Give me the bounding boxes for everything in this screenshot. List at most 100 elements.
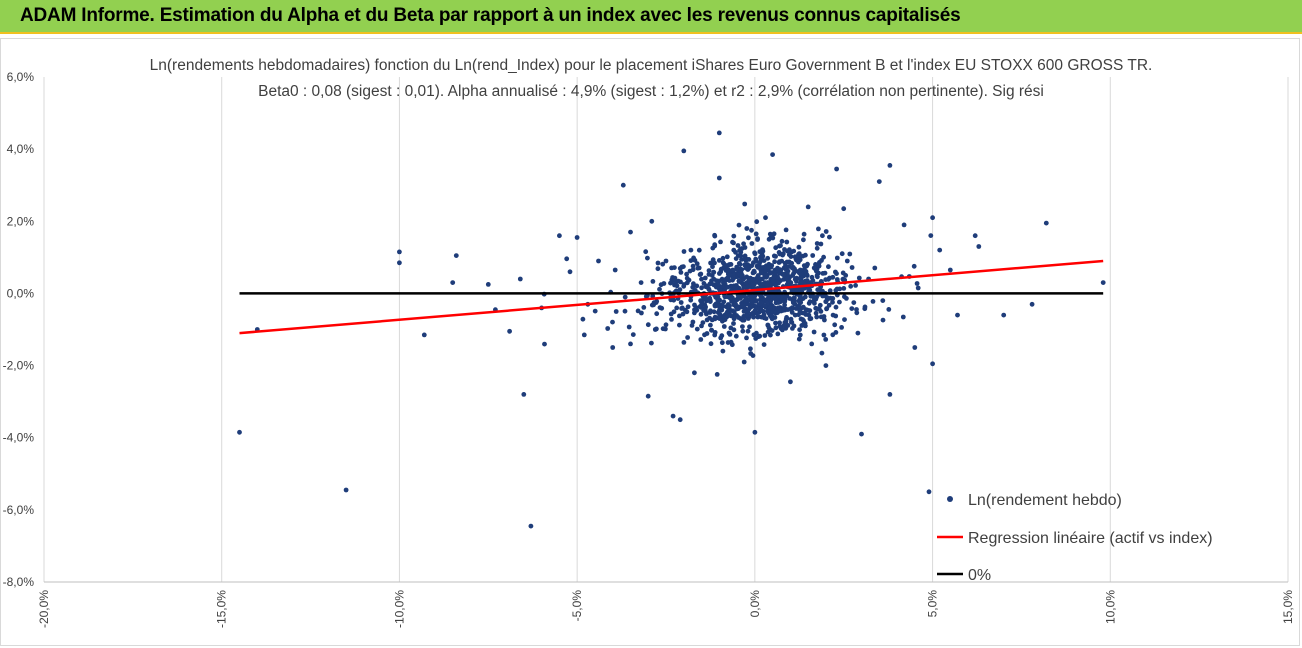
data-point — [758, 258, 764, 264]
data-point — [839, 325, 844, 330]
data-point — [450, 280, 456, 285]
data-point — [690, 263, 696, 269]
data-point — [784, 239, 790, 245]
data-point — [580, 316, 586, 322]
data-point — [721, 299, 727, 305]
data-point — [827, 288, 833, 294]
data-point — [764, 283, 770, 288]
data-point — [751, 314, 756, 320]
data-point — [741, 241, 746, 247]
y-tick-label: 2,0% — [7, 214, 35, 228]
data-point — [788, 379, 793, 385]
data-point — [343, 487, 349, 493]
data-point — [691, 281, 696, 287]
data-point — [712, 332, 718, 338]
data-point — [773, 245, 779, 251]
data-point — [834, 255, 840, 261]
data-point — [761, 312, 767, 318]
data-point — [814, 241, 820, 246]
y-tick-label: 6,0% — [7, 70, 35, 84]
data-point — [754, 330, 759, 336]
data-point — [811, 298, 817, 304]
data-point — [753, 336, 759, 341]
data-point — [739, 271, 744, 277]
data-point — [770, 235, 776, 241]
data-point — [645, 393, 651, 399]
data-point — [872, 265, 878, 271]
data-point — [765, 255, 771, 261]
scatter-series — [237, 130, 1106, 529]
data-point — [761, 342, 767, 347]
data-point — [739, 302, 745, 308]
data-point — [972, 233, 978, 239]
data-point — [684, 275, 690, 281]
data-point — [681, 340, 687, 345]
data-point — [855, 330, 861, 336]
data-point — [880, 317, 886, 323]
data-point — [791, 295, 797, 301]
data-point — [626, 324, 632, 330]
data-point — [645, 322, 651, 328]
data-point — [766, 325, 772, 331]
data-point — [507, 328, 512, 334]
data-point — [728, 284, 733, 289]
y-tick-label: 0,0% — [7, 286, 35, 300]
y-tick-label: -6,0% — [3, 503, 35, 517]
data-point — [796, 336, 802, 342]
data-point — [757, 249, 763, 255]
data-point — [711, 309, 717, 315]
data-point — [728, 339, 734, 345]
data-point — [830, 299, 835, 305]
x-tick-label: -10,0% — [392, 590, 406, 628]
data-point — [901, 222, 907, 228]
data-point — [886, 307, 892, 312]
data-point — [821, 332, 827, 338]
data-point — [856, 275, 862, 281]
data-point — [773, 282, 778, 288]
data-point — [769, 328, 775, 333]
data-point — [744, 335, 749, 341]
data-point — [826, 302, 832, 308]
data-point — [672, 275, 678, 281]
data-point — [770, 278, 776, 284]
data-point — [730, 239, 735, 245]
data-point — [834, 271, 839, 276]
data-point — [694, 307, 700, 313]
data-point — [708, 260, 713, 266]
data-point — [783, 227, 789, 233]
data-point — [677, 322, 682, 328]
data-point — [763, 272, 768, 278]
data-point — [485, 282, 491, 287]
data-point — [709, 327, 714, 333]
data-point — [605, 326, 611, 331]
data-point — [690, 319, 696, 325]
data-point — [726, 305, 731, 310]
data-point — [780, 252, 785, 258]
data-point — [790, 273, 795, 278]
data-point — [649, 340, 654, 346]
data-point — [775, 331, 781, 337]
data-point — [731, 272, 736, 278]
data-point — [708, 322, 713, 328]
data-point — [716, 130, 722, 136]
data-point — [814, 268, 819, 274]
data-point — [830, 296, 836, 301]
data-point — [822, 317, 827, 323]
data-point — [833, 304, 839, 310]
data-point — [706, 272, 712, 277]
data-point — [528, 523, 534, 529]
data-point — [694, 261, 700, 267]
chart-subtitle: Beta0 : 0,08 (sigest : 0,01). Alpha annu… — [258, 83, 1044, 100]
data-point — [638, 280, 644, 285]
data-point — [688, 297, 694, 303]
data-point — [755, 265, 761, 270]
x-tick-label: 0,0% — [748, 590, 762, 618]
x-tick-label: 15,0% — [1281, 590, 1295, 624]
data-point — [702, 275, 708, 281]
data-point — [684, 309, 690, 315]
data-point — [641, 305, 647, 310]
data-point — [745, 267, 751, 272]
data-point — [679, 305, 685, 311]
data-point — [937, 247, 943, 253]
data-point — [781, 323, 787, 328]
